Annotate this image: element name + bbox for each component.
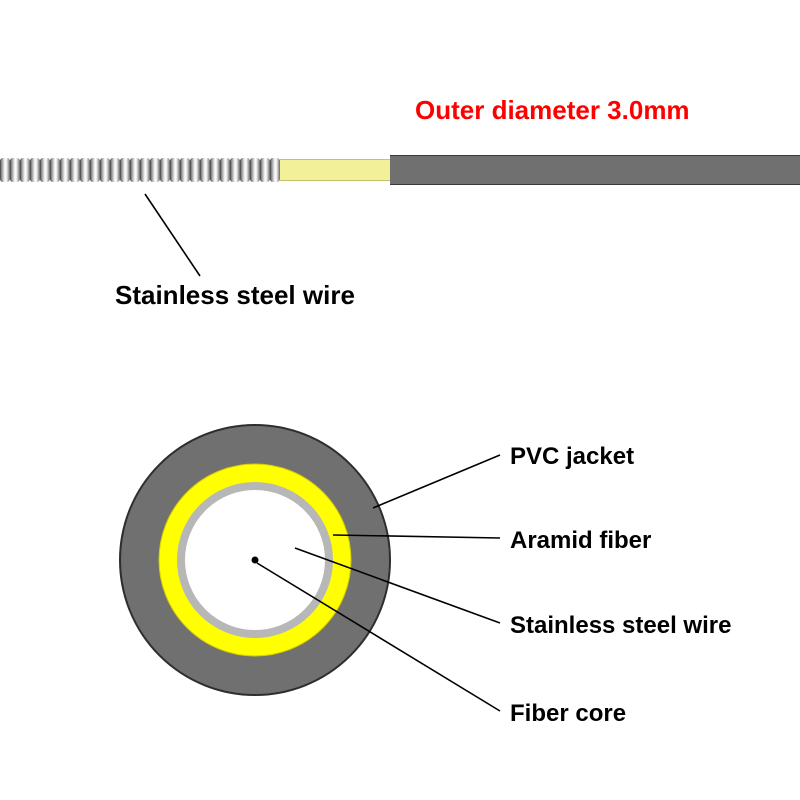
cross-section	[120, 425, 390, 695]
label-pvc-jacket: PVC jacket	[510, 443, 634, 471]
side-view-jacket	[390, 155, 800, 185]
side-steel-label: Stainless steel wire	[115, 280, 355, 311]
leader-core	[257, 563, 500, 711]
center-dot	[252, 557, 259, 564]
outer-diameter-title: Outer diameter 3.0mm	[415, 95, 690, 126]
layer-aramid	[159, 464, 351, 656]
label-aramid-fiber: Aramid fiber	[510, 527, 651, 555]
layer-pvc_jacket	[120, 425, 390, 695]
label-fiber-core: Fiber core	[510, 700, 626, 728]
side-view-steel-wire	[0, 158, 280, 182]
leader-aramid	[333, 535, 500, 538]
leader-side-steel	[145, 194, 200, 276]
leader-steel	[295, 548, 500, 623]
layer-fiber_inner	[197, 502, 313, 618]
leader-pvc	[373, 455, 500, 508]
side-view-aramid	[280, 159, 390, 181]
leader-lines	[145, 194, 500, 711]
label-steel-wire: Stainless steel wire	[510, 612, 731, 640]
layer-steel_wire	[181, 486, 329, 634]
